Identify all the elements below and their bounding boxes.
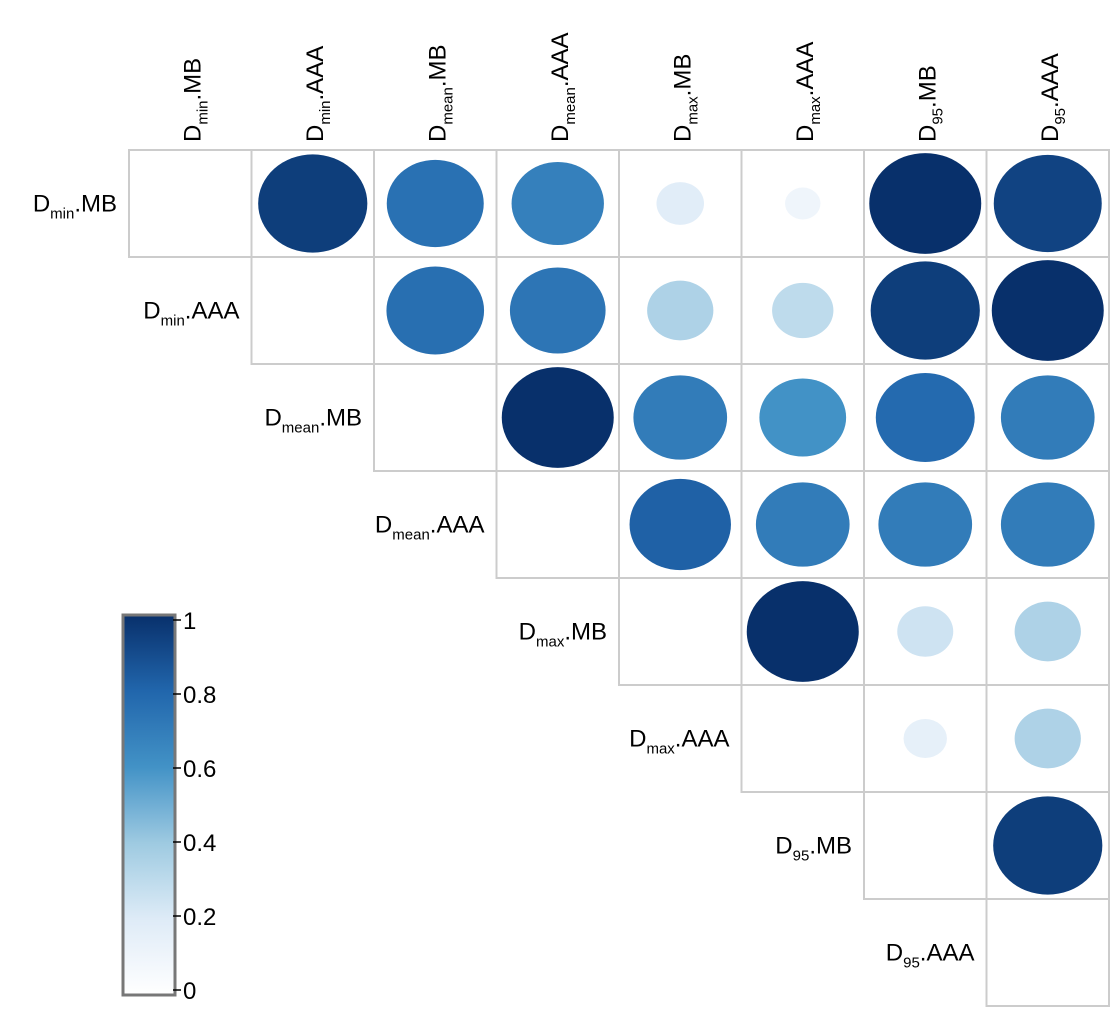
column-label: Dmean.MB bbox=[424, 44, 456, 142]
grid-cell bbox=[250, 256, 375, 365]
correlation-circle bbox=[878, 482, 973, 567]
colorbar-tick-label: 0 bbox=[183, 978, 196, 1005]
column-label: D95.MB bbox=[914, 65, 946, 142]
correlation-circle bbox=[509, 267, 606, 354]
column-label: D95.AAA bbox=[1037, 53, 1069, 142]
correlation-circle bbox=[993, 154, 1102, 253]
correlation-circles bbox=[258, 153, 1104, 895]
grid-cell bbox=[740, 684, 865, 793]
correlation-circle bbox=[785, 187, 821, 220]
correlation-circle bbox=[511, 161, 604, 246]
colorbar-tick-label: 0.8 bbox=[183, 682, 216, 709]
column-label: Dmin.MB bbox=[179, 58, 211, 142]
column-label: Dmax.MB bbox=[669, 54, 701, 142]
row-label: Dmin.AAA bbox=[143, 298, 239, 330]
column-label: Dmax.AAA bbox=[792, 42, 824, 142]
correlation-circle bbox=[501, 367, 614, 468]
correlation-circle bbox=[897, 606, 954, 657]
correlation-circle bbox=[647, 280, 714, 341]
row-label: Dmax.MB bbox=[519, 619, 607, 651]
column-label: Dmean.AAA bbox=[547, 32, 579, 142]
correlation-circle bbox=[1000, 375, 1095, 460]
colorbar-tick-label: 0.2 bbox=[183, 904, 216, 931]
correlation-circle bbox=[746, 581, 859, 682]
correlation-circle bbox=[656, 182, 705, 225]
column-label: Dmin.AAA bbox=[302, 46, 334, 142]
colorbar-tick-label: 0.6 bbox=[183, 756, 216, 783]
grid-cell bbox=[128, 149, 253, 258]
grid-cell bbox=[618, 577, 743, 686]
grid-cell bbox=[985, 898, 1110, 1007]
correlation-circle bbox=[755, 482, 850, 567]
correlation-circle bbox=[869, 153, 982, 254]
grid bbox=[128, 149, 1110, 1007]
colorbar-tick-label: 0.4 bbox=[183, 830, 216, 857]
correlation-circle bbox=[258, 154, 368, 253]
correlation-circle bbox=[633, 375, 728, 460]
correlation-circle bbox=[870, 261, 980, 360]
row-label: Dmax.AAA bbox=[629, 726, 729, 758]
correlation-circle bbox=[993, 796, 1103, 895]
colorbar-tick-label: 1 bbox=[183, 608, 196, 635]
grid-cell bbox=[495, 470, 620, 579]
row-label: D95.MB bbox=[775, 833, 852, 865]
correlation-circle bbox=[772, 282, 834, 339]
correlation-circle bbox=[759, 378, 847, 457]
colorbar-gradient bbox=[121, 613, 177, 997]
row-labels: Dmin.MB Dmin.AAA Dmean.MB Dmean.AAA Dmax.MB D… bbox=[33, 191, 975, 972]
correlation-circle bbox=[903, 718, 947, 759]
grid-cell bbox=[863, 791, 988, 900]
grid-cell bbox=[373, 363, 498, 472]
row-label: Dmin.MB bbox=[33, 191, 117, 223]
row-label: D95.AAA bbox=[886, 940, 975, 972]
colorbar: 1 0.8 0.6 0.4 0.2 0 bbox=[121, 608, 216, 1005]
correlation-circle bbox=[1014, 708, 1081, 769]
row-label: Dmean.MB bbox=[264, 405, 362, 437]
correlation-circle bbox=[629, 478, 731, 571]
row-label: Dmean.AAA bbox=[375, 512, 485, 544]
column-labels: Dmin.MB Dmin.AAA Dmean.MB Dmean.AAA Dmax.MB D… bbox=[179, 32, 1069, 142]
correlation-circle bbox=[875, 372, 975, 463]
correlation-circle bbox=[991, 260, 1104, 361]
correlation-circle bbox=[1000, 482, 1095, 567]
correlation-circle bbox=[1014, 601, 1081, 662]
correlation-circle bbox=[386, 266, 485, 355]
correlation-circle bbox=[386, 159, 484, 248]
